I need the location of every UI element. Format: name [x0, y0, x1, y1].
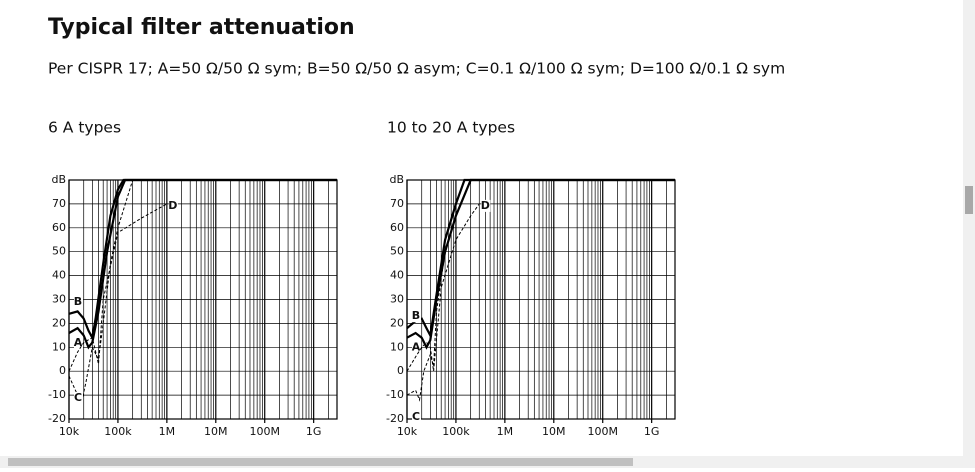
- series-label: A: [412, 341, 421, 354]
- x-tick-label: 10M: [542, 425, 566, 438]
- scrollbar-thumb[interactable]: [965, 186, 973, 214]
- series-label-bg: [74, 336, 83, 349]
- x-tick-label: 100M: [249, 425, 280, 438]
- y-tick-label: 0: [59, 364, 66, 377]
- series-label-bg: [481, 199, 491, 212]
- series-label: D: [168, 199, 177, 212]
- y-tick-label: 60: [52, 221, 66, 234]
- x-tick-label: 10k: [59, 425, 80, 438]
- series-line: [406, 203, 480, 372]
- page-subtitle: Per CISPR 17; A=50 Ω/50 Ω sym; B=50 Ω/50…: [48, 60, 785, 78]
- series-line: [406, 179, 472, 402]
- scrollbar-track: [963, 0, 975, 468]
- series-line: [68, 178, 337, 342]
- series-label: C: [74, 391, 82, 404]
- y-tick-label: 70: [52, 197, 66, 210]
- chart-title: 6 A types: [48, 119, 121, 137]
- series-label: B: [74, 295, 82, 308]
- series-label: A: [74, 336, 83, 349]
- series-label-bg: [74, 295, 83, 308]
- x-tick-label: 10M: [204, 425, 228, 438]
- y-tick-label: -20: [386, 412, 404, 425]
- series-label-bg: [74, 391, 83, 404]
- series-label-bg: [412, 411, 421, 424]
- x-tick-label: 1M: [159, 425, 176, 438]
- hscrollbar-thumb[interactable]: [8, 458, 633, 466]
- x-tick-label: 100M: [587, 425, 618, 438]
- series-label: B: [412, 309, 420, 322]
- y-tick-label: 60: [390, 221, 404, 234]
- y-tick-label: 50: [52, 245, 66, 258]
- series-line: [406, 178, 675, 339]
- x-tick-label: 100k: [104, 425, 132, 438]
- y-tick-label: -20: [48, 412, 66, 425]
- y-tick-label: 10: [390, 340, 404, 353]
- y-tick-label: 20: [390, 316, 404, 329]
- y-tick-label: 30: [390, 293, 404, 306]
- x-tick-label: 10k: [397, 425, 418, 438]
- y-tick-label: 20: [52, 316, 66, 329]
- y-tick-label: 0: [397, 364, 404, 377]
- page-title: Typical filter attenuation: [48, 15, 355, 40]
- series-label: D: [481, 199, 490, 212]
- series-label-bg: [168, 199, 178, 212]
- x-tick-label: 100k: [442, 425, 470, 438]
- chart-title: 10 to 20 A types: [387, 119, 515, 137]
- y-tick-label: 50: [390, 245, 404, 258]
- y-tick-label: 70: [390, 197, 404, 210]
- y-tick-label: -10: [48, 388, 66, 401]
- y-tick-label: -10: [386, 388, 404, 401]
- x-tick-label: 1M: [497, 425, 514, 438]
- y-axis-label: dB: [51, 173, 66, 186]
- x-tick-label: 1G: [306, 425, 322, 438]
- x-tick-label: 1G: [644, 425, 660, 438]
- y-tick-label: 10: [52, 340, 66, 353]
- series-line: [406, 178, 675, 350]
- series-label: C: [412, 410, 420, 423]
- series-label-bg: [412, 341, 421, 354]
- series-line: [68, 203, 168, 372]
- y-tick-label: 30: [52, 293, 66, 306]
- y-tick-label: 40: [52, 269, 66, 282]
- series-label-bg: [412, 310, 421, 323]
- y-axis-label: dB: [389, 173, 404, 186]
- y-tick-label: 40: [390, 269, 404, 282]
- series-line: [68, 178, 337, 350]
